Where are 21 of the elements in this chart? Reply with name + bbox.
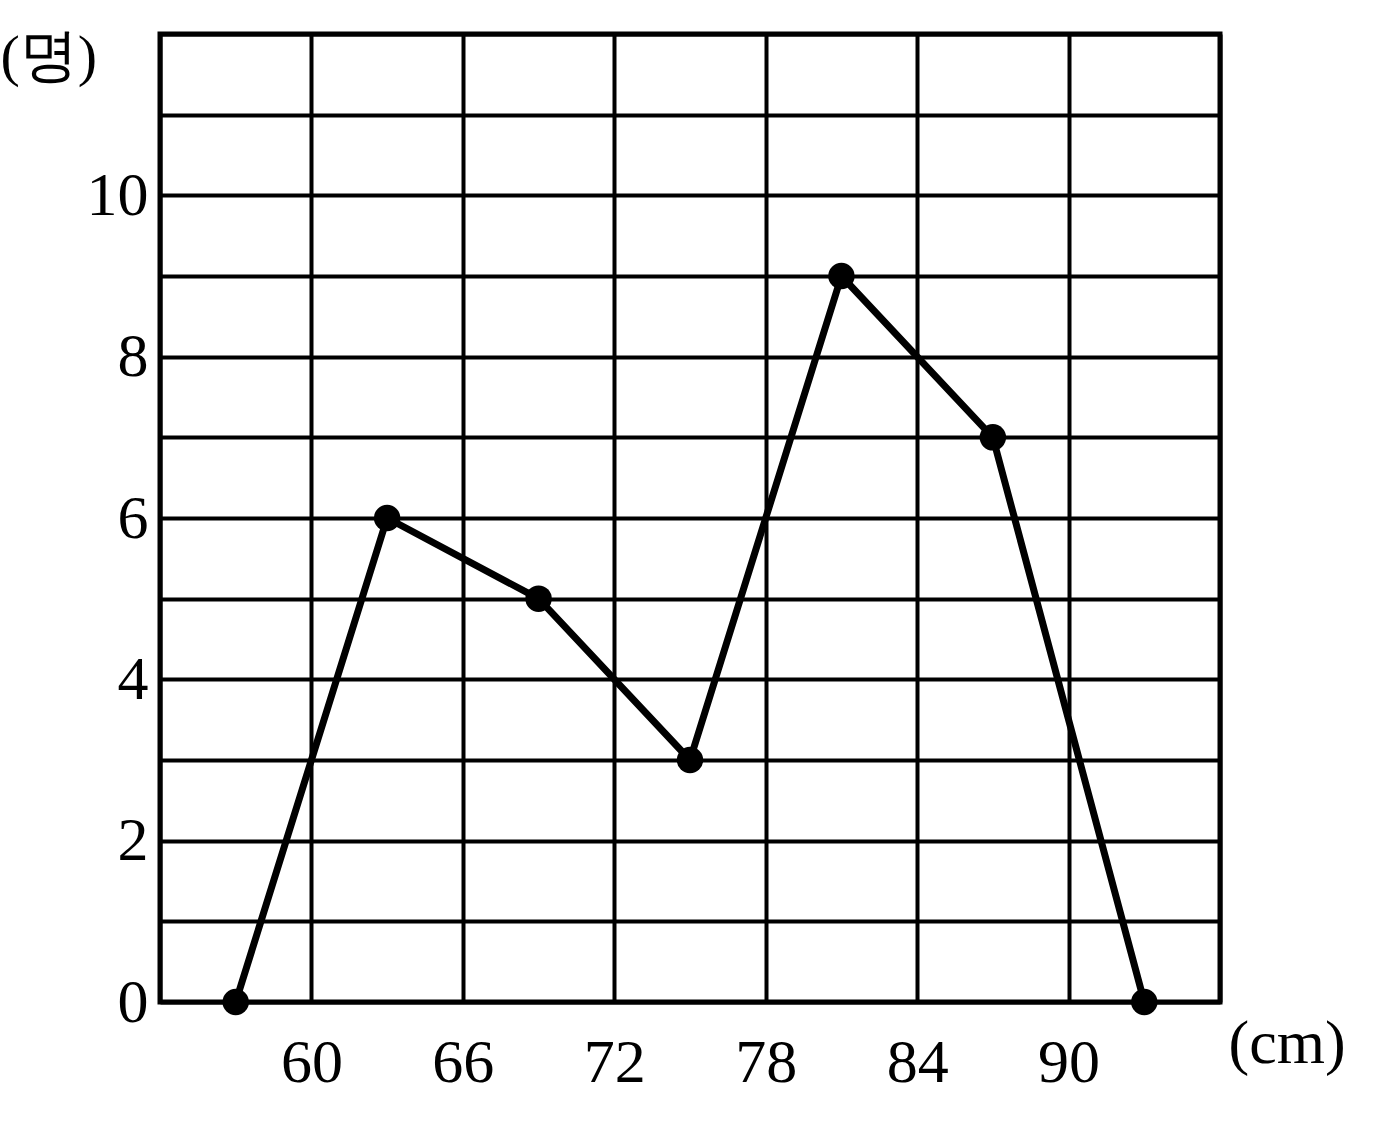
x-tick-label: 66 — [432, 1026, 495, 1095]
x-tick-label: 78 — [735, 1026, 798, 1095]
y-tick-label: 2 — [117, 805, 149, 874]
x-tick-label: 90 — [1038, 1026, 1101, 1095]
point — [373, 504, 401, 532]
x-axis-title: (cm) — [1228, 1007, 1346, 1077]
y-axis-title: (명) — [0, 22, 98, 88]
x-tick-label: 72 — [583, 1026, 646, 1095]
point — [1131, 988, 1158, 1016]
point — [828, 262, 855, 290]
y-tick-label: 10 — [86, 159, 149, 228]
x-tick-label: 60 — [280, 1026, 343, 1095]
point — [222, 988, 249, 1016]
point — [676, 746, 704, 774]
y-tick-label: 4 — [117, 643, 149, 712]
x-tick-label: 84 — [886, 1026, 949, 1095]
y-tick-label: 6 — [117, 482, 149, 551]
y-tick-label: 0 — [117, 966, 149, 1035]
y-tick-label: 8 — [117, 321, 149, 390]
point — [525, 585, 552, 612]
point — [979, 424, 1007, 451]
